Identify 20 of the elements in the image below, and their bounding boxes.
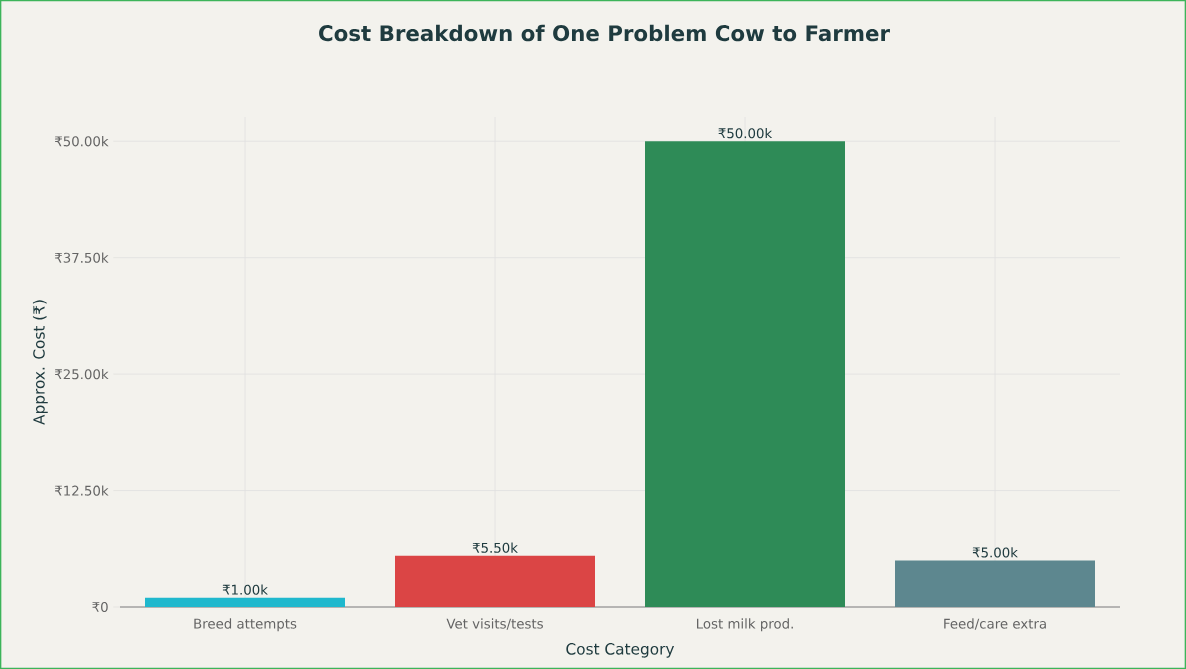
y-tick-label: ₹0 xyxy=(92,601,108,613)
y-tick-label: ₹50.00k xyxy=(54,136,109,147)
bar xyxy=(145,597,345,607)
x-tick-label: Breed attempts xyxy=(194,618,297,632)
x-tick-label: Feed/care extra xyxy=(944,618,1046,630)
data-label: ₹1.00k xyxy=(222,584,268,595)
data-label: ₹5.00k xyxy=(972,547,1018,558)
y-axis-title: Approx. Cost (₹) xyxy=(32,300,48,425)
bar xyxy=(895,560,1096,607)
bar xyxy=(645,141,846,607)
x-tick-label: Vet visits/tests xyxy=(446,618,543,630)
chart-title: Cost Breakdown of One Problem Cow to Farmer xyxy=(319,24,890,42)
data-label: ₹50.00k xyxy=(718,127,773,139)
x-axis-title: Cost Category xyxy=(566,643,675,658)
y-tick-label: ₹12.50k xyxy=(54,485,109,496)
y-tick-label: ₹37.50k xyxy=(54,252,109,263)
x-tick-label: Lost milk prod. xyxy=(697,618,793,632)
bar xyxy=(395,555,595,607)
y-tick-label: ₹25.00k xyxy=(54,368,109,380)
data-label: ₹5.50k xyxy=(472,542,518,553)
